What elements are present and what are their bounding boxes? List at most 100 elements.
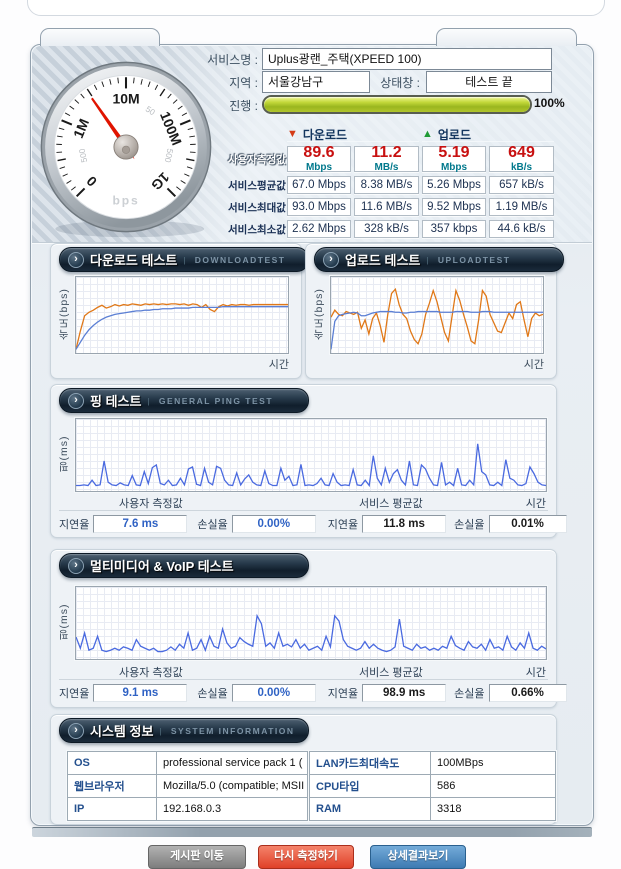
voip-test-title: 멀티미디어 & VoIP 테스트 — [90, 556, 234, 575]
tab-right — [436, 28, 577, 46]
download-column-header: ▼ 다운로드 — [287, 127, 419, 142]
download-y-axis-label: 속도(bps) — [56, 276, 71, 352]
upload-triangle-icon: ▲ — [422, 129, 433, 140]
min-cell: 357 kbps — [422, 220, 486, 238]
top-remnant-panel — [27, 0, 605, 16]
ping-results-row: 지연율 7.6 ms 손실율 0.00% 지연율 11.8 ms 손실율 0.0… — [59, 515, 548, 533]
ping-y-axis-label: 핑(ms) — [56, 418, 71, 490]
voip-service-delay: 98.9 ms — [362, 684, 446, 702]
voip-chart — [75, 586, 547, 660]
retest-button[interactable]: 다시 측정하기 — [258, 845, 354, 869]
user-upload-kbs: 649 kB/s — [489, 146, 554, 172]
download-chart — [75, 276, 289, 354]
upload-chart — [330, 276, 544, 354]
svg-text:bps: bps — [112, 194, 139, 208]
delay-label: 지연율 — [59, 516, 89, 532]
delay-label: 지연율 — [59, 685, 89, 701]
region-label: 지역 : — [180, 74, 258, 91]
chevron-right-icon: › — [68, 723, 84, 739]
ping-chart — [75, 418, 547, 492]
ping-test-header: › 핑 테스트 GENERAL PING TEST — [59, 388, 309, 413]
chevron-right-icon: › — [68, 558, 84, 574]
avg-cell: 67.0 Mbps — [287, 176, 351, 194]
download-x-axis-label: 시간 — [269, 356, 289, 372]
region-field[interactable]: 서울강남구 — [262, 71, 370, 93]
progress-percent: 100% — [534, 96, 565, 110]
service-average-heading: 서비스 평균값 — [359, 495, 423, 511]
ping-user-loss: 0.00% — [232, 515, 316, 533]
progress-label: 진행 : — [180, 97, 258, 114]
row-label-max: 서비스최대값 — [228, 198, 284, 216]
download-test-title: 다운로드 테스트 — [90, 250, 177, 269]
user-measured-heading: 사용자 측정값 — [119, 664, 183, 680]
upload-column-header: ▲ 업로드 — [422, 127, 554, 142]
max-cell: 11.6 MB/s — [354, 198, 419, 216]
upload-test-subtitle: UPLOADTEST — [426, 255, 510, 265]
system-info-header: › 시스템 정보 SYSTEM INFORMATION — [59, 718, 309, 743]
voip-test-section: › 멀티미디어 & VoIP 테스트 핑(ms) 사용자 측정값 서비스 평균값… — [50, 549, 557, 708]
loss-label: 손실율 — [454, 685, 484, 701]
system-info-subtitle: SYSTEM INFORMATION — [159, 726, 294, 736]
avg-cell: 8.38 MB/s — [354, 176, 419, 194]
chevron-right-icon: › — [68, 393, 84, 409]
max-cell: 9.52 Mbps — [422, 198, 486, 216]
status-field: 테스트 끝 — [426, 71, 552, 93]
max-cell: 93.0 Mbps — [287, 198, 351, 216]
service-name-field[interactable]: Uplus광랜_주택(XPEED 100) — [262, 48, 552, 70]
download-test-subtitle: DOWNLOADTEST — [183, 255, 285, 265]
chevron-right-icon: › — [323, 252, 339, 268]
download-triangle-icon: ▼ — [287, 129, 298, 140]
status-label: 상태창 : — [360, 74, 420, 91]
voip-y-axis-label: 핑(ms) — [56, 586, 71, 658]
upload-test-header: › 업로드 테스트 UPLOADTEST — [314, 247, 564, 272]
ping-service-delay: 11.8 ms — [362, 515, 446, 533]
user-download-mbps: 89.6 Mbps — [287, 146, 351, 172]
voip-user-loss: 0.00% — [232, 684, 316, 702]
min-cell: 2.62 Mbps — [287, 220, 351, 238]
max-cell: 1.19 MB/s — [489, 198, 554, 216]
loss-label: 손실율 — [454, 516, 484, 532]
user-measured-heading: 사용자 측정값 — [119, 495, 183, 511]
detail-result-button[interactable]: 상세결과보기 — [370, 845, 466, 869]
ping-test-subtitle: GENERAL PING TEST — [147, 396, 273, 406]
avg-cell: 5.26 Mbps — [422, 176, 486, 194]
download-test-section: › 다운로드 테스트 DOWNLOADTEST 속도(bps) 시간 — [50, 243, 302, 379]
upload-test-title: 업로드 테스트 — [345, 250, 420, 269]
board-move-button[interactable]: 게시판 이동 — [148, 845, 246, 869]
ping-x-axis-label: 시간 — [526, 495, 546, 511]
ping-user-delay: 7.6 ms — [93, 515, 187, 533]
min-cell: 44.6 kB/s — [489, 220, 554, 238]
delay-label: 지연율 — [328, 516, 358, 532]
chevron-right-icon: › — [68, 252, 84, 268]
loss-label: 손실율 — [197, 516, 227, 532]
ping-service-loss: 0.01% — [489, 515, 567, 533]
row-label-user: 사용자측정값 — [228, 146, 284, 172]
row-label-avg: 서비스평균값 — [228, 176, 284, 194]
voip-results-row: 지연율 9.1 ms 손실율 0.00% 지연율 98.9 ms 손실율 0.6… — [59, 684, 548, 702]
stats-table: ▼ 다운로드 ▲ 업로드 사용자측정값 89.6 Mbps 11.2 MB/s … — [228, 127, 556, 238]
ping-results-heading: 사용자 측정값 서비스 평균값 시간 — [59, 495, 548, 511]
upload-y-axis-label: 속도(bps) — [311, 276, 326, 352]
upload-x-axis-label: 시간 — [524, 356, 544, 372]
upload-test-section: › 업로드 테스트 UPLOADTEST 속도(bps) 시간 — [305, 243, 557, 379]
tab-left — [40, 28, 160, 46]
avg-cell: 657 kB/s — [489, 176, 554, 194]
voip-results-heading: 사용자 측정값 서비스 평균값 시간 — [59, 664, 548, 680]
ping-test-section: › 핑 테스트 GENERAL PING TEST 핑(ms) 사용자 측정값 … — [50, 384, 557, 538]
bottom-divider-bar — [32, 827, 592, 837]
user-upload-mbps: 5.19 Mbps — [422, 146, 486, 172]
system-info-section: › 시스템 정보 SYSTEM INFORMATION OSprofession… — [50, 714, 557, 825]
service-name-label: 서비스명 : — [180, 51, 258, 68]
service-average-heading: 서비스 평균값 — [359, 664, 423, 680]
delay-label: 지연율 — [328, 685, 358, 701]
row-label-min: 서비스최소값 — [228, 220, 284, 238]
voip-user-delay: 9.1 ms — [93, 684, 187, 702]
upload-header-label: 업로드 — [438, 126, 471, 143]
progress-bar — [262, 95, 532, 114]
